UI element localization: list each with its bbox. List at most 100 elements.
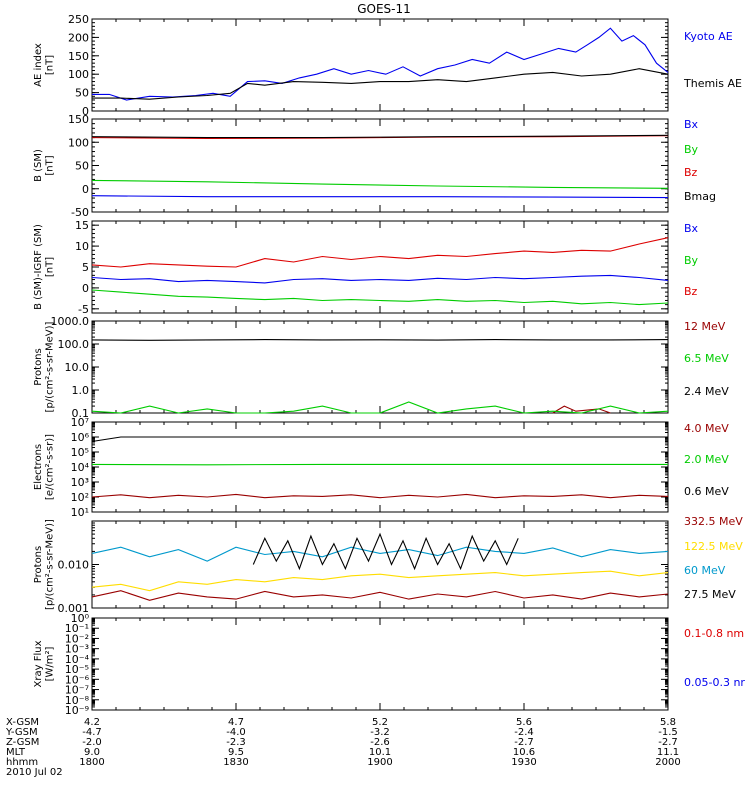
series-line-122-5-mev — [92, 571, 668, 591]
legend-entry: 27.5 MeV — [684, 588, 736, 601]
y-tick-label: 250 — [68, 13, 89, 26]
legend-entry: Bz — [684, 285, 698, 298]
y-tick-label: 50 — [75, 87, 89, 100]
panel-frame — [92, 321, 668, 413]
y-tick-label: 1000.0 — [51, 315, 90, 328]
panel-protons1: 0.11.010.0100.01000.0Protons[p/(cm²-s-sr… — [33, 315, 729, 420]
y-axis-label: Electrons[e/(cm²-s-sr)] — [33, 434, 56, 500]
bottom-axis-table: X-GSMY-GSMZ-GSMMLThhmm4.2-4.7-2.09.01800… — [5, 717, 681, 778]
legend-entry: 332.5 MeV — [684, 515, 743, 528]
legend-entry: 0.1-0.8 nm — [684, 627, 744, 640]
y-tick-label: -50 — [71, 206, 89, 219]
legend-entry: Bz — [684, 166, 698, 179]
y-axis-label-line: [p/(cm²-s-sr-MeV)] — [45, 519, 56, 610]
y-axis-label-line: [e/(cm²-s-sr)] — [45, 434, 56, 500]
legend-entry: By — [684, 143, 699, 156]
y-tick-label: 150 — [68, 113, 89, 126]
series-line-bz — [92, 238, 668, 267]
y-axis-label-line: Electrons — [33, 444, 44, 490]
y-tick-label: 10¹ — [71, 506, 89, 519]
axis-value: 1930 — [511, 757, 536, 768]
y-axis-label-line: AE index — [33, 43, 44, 87]
series-line-bx — [92, 275, 668, 283]
legend-entry: Themis AE — [683, 77, 742, 90]
legend-entry: 0.6 MeV — [684, 485, 729, 498]
legend-entry: 2.4 MeV — [684, 385, 729, 398]
panel-frame — [92, 119, 668, 212]
y-tick-label: 50 — [75, 160, 89, 173]
y-axis-label-line: [nT] — [45, 155, 56, 175]
series-line-bmag — [92, 135, 668, 137]
y-axis-label: AE index[nT] — [33, 43, 56, 87]
y-tick-label: 150 — [68, 50, 89, 63]
legend-entry: 12 MeV — [684, 320, 726, 333]
legend-entry: Kyoto AE — [684, 30, 733, 43]
y-tick-label: 0 — [82, 282, 89, 295]
series-line-by — [92, 290, 668, 305]
y-tick-label: 5 — [82, 261, 89, 274]
y-axis-label: B (SM)[nT] — [33, 149, 56, 182]
series-line-332-5-mev — [92, 591, 668, 601]
y-tick-label: 0 — [82, 183, 89, 196]
y-axis-label-line: B (SM) — [33, 149, 44, 182]
axis-value: 2000 — [655, 757, 680, 768]
y-tick-label: 10⁴ — [71, 461, 90, 474]
series-line-bx — [92, 196, 668, 198]
y-tick-label: -5 — [78, 303, 89, 316]
y-axis-label: Protons[p/(cm²-s-sr-MeV)] — [33, 321, 56, 412]
axis-value: 1830 — [223, 757, 248, 768]
y-tick-label: 100 — [68, 136, 89, 149]
y-axis-label: B (SM)-IGRF (SM)[nT] — [33, 224, 56, 310]
legend-entry: Bx — [684, 118, 699, 131]
y-tick-label: 1.0 — [72, 384, 90, 397]
y-tick-label: 100.0 — [58, 338, 90, 351]
y-tick-label: 10³ — [71, 476, 89, 489]
y-tick-label: 10 — [75, 240, 89, 253]
panel-frame — [92, 422, 668, 512]
y-tick-label: 10.0 — [65, 361, 90, 374]
series-line-by — [92, 180, 668, 188]
series-line-0-6-mev — [92, 437, 668, 442]
legend-entry: 4.0 MeV — [684, 422, 729, 435]
panel-xray: 10⁻⁹10⁻⁸10⁻⁷10⁻⁶10⁻⁵10⁻⁴10⁻³10⁻²10⁻¹10⁰X… — [33, 612, 745, 717]
y-axis-label-line: B (SM)-IGRF (SM) — [33, 224, 44, 310]
y-tick-label: 0.010 — [58, 559, 90, 572]
axis-value: 1900 — [367, 757, 392, 768]
panel-electrons: 10¹10²10³10⁴10⁵10⁶10⁷Electrons[e/(cm²-s-… — [33, 416, 729, 519]
panel-protons2: 0.0010.010Protons[p/(cm²-s-sr-MeV)]332.5… — [33, 515, 743, 615]
y-axis-label: Protons[p/(cm²-s-sr-MeV)] — [33, 519, 56, 610]
legend-entry: Bx — [684, 222, 699, 235]
y-axis-label-line: Protons — [33, 546, 44, 583]
plot-date: 2010 Jul 02 — [6, 767, 63, 778]
y-tick-label: 10⁰ — [71, 612, 90, 625]
series-line-4-0-mev — [92, 494, 668, 497]
legend-entry: By — [684, 254, 699, 267]
y-tick-label: 15 — [75, 219, 89, 232]
legend-entry: 0.05-0.3 nr — [684, 676, 745, 689]
panel-igrf: -5 0 5 10 15 B (SM)-IGRF (SM)[nT] Bx By Bz — [33, 219, 699, 316]
legend-entry: 2.0 MeV — [684, 453, 729, 466]
y-axis-label-line: [nT] — [45, 55, 56, 75]
axis-value: 1800 — [79, 757, 104, 768]
legend-entry: 122.5 MeV — [684, 540, 743, 553]
y-axis-label-line: Xray Flux — [33, 640, 44, 687]
y-tick-label: 10⁶ — [71, 431, 90, 444]
series-line-kyoto-ae — [92, 28, 668, 100]
y-tick-label: 100 — [68, 68, 89, 81]
y-axis-label-line: Protons — [33, 348, 44, 385]
panel-frame — [92, 618, 668, 710]
y-tick-label: 10⁵ — [71, 446, 89, 459]
legend-entry: 6.5 MeV — [684, 352, 729, 365]
y-axis-label-line: [p/(cm²-s-sr-MeV)] — [45, 321, 56, 412]
plot-title: GOES-11 — [357, 2, 411, 16]
panel-frame — [92, 221, 668, 313]
y-axis-label: Xray Flux[W/m²] — [33, 640, 56, 687]
series-line-60-mev — [92, 547, 668, 561]
y-tick-label: 10⁷ — [71, 416, 89, 429]
y-axis-label-line: [W/m²] — [45, 646, 56, 681]
